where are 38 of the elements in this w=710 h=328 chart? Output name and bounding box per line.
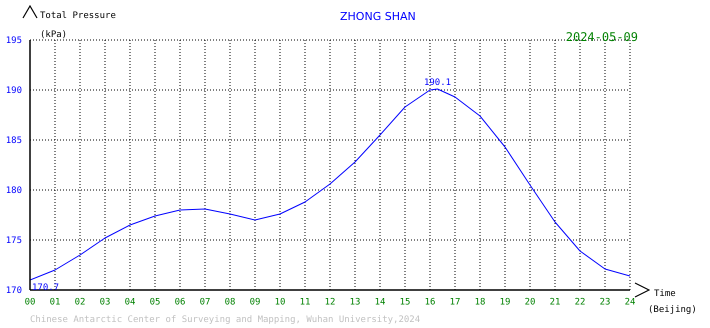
x-tick-label: 08 (224, 297, 236, 308)
x-tick-label: 19 (500, 297, 510, 308)
x-tick-label: 14 (374, 297, 386, 308)
y-tick-label: 190 (6, 86, 22, 96)
x-tick-label: 16 (424, 297, 436, 308)
x-tick-label: 13 (350, 297, 360, 308)
x-tick-label: 07 (200, 297, 210, 308)
x-tick-label: 21 (550, 297, 560, 308)
y-tick-label: 195 (6, 36, 22, 46)
chart-subtitle: 2024-05-09 (566, 29, 638, 45)
x-tick-label: 15 (400, 297, 410, 308)
text: Chinese Antarctic Center of Surveying and Mapping, Wuhan University,2024 (30, 314, 420, 327)
x-tick-label: 18 (474, 297, 486, 308)
y-axis-title: Total Pressure (kPa) (40, 10, 116, 42)
x-tick-label: 22 (574, 297, 586, 308)
x-tick-label: 01 (50, 297, 60, 308)
x-axis-title: Time (Beijing) (648, 288, 697, 317)
x-tick-label: 12 (324, 297, 336, 308)
x-tick-label: 04 (124, 297, 136, 308)
x-tick-label: 02 (74, 297, 86, 308)
x-tick-label: 00 (24, 297, 36, 308)
y-tick-label: 175 (6, 236, 22, 246)
y-tick-label: 185 (6, 136, 22, 146)
x-tick-label: 23 (600, 297, 610, 308)
y-tick-label: 170 (6, 286, 22, 296)
annotation: 190.1 (424, 78, 452, 88)
x-tick-label: 03 (100, 297, 110, 308)
x-tick-label: 05 (150, 297, 160, 308)
x-tick-label: 20 (524, 297, 536, 308)
x-tick-label: 11 (300, 297, 310, 308)
x-tick-label: 10 (274, 297, 286, 308)
line-series (30, 88, 630, 280)
x-tick-label: 17 (450, 297, 460, 308)
y-tick-label: 180 (6, 186, 22, 196)
x-tick-label: 09 (250, 297, 260, 308)
x-tick-label: 24 (624, 297, 636, 308)
x-tick-label: 06 (174, 297, 186, 308)
chart-title: ZHONG SHAN (340, 9, 416, 25)
